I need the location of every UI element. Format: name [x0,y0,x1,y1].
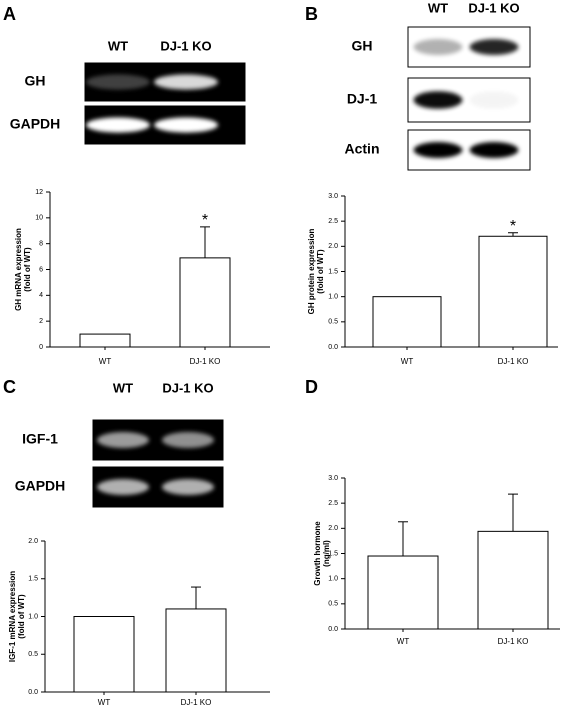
lane-label: DJ-1 KO [160,38,211,53]
panel-letter: B [305,4,318,24]
x-tick-label: WT [99,357,112,366]
y-axis-label: (ng/ml) [322,540,331,567]
significance-marker: * [202,212,208,229]
blot-row-label: GAPDH [15,478,66,494]
blot-band [469,91,519,109]
y-tick-label: 12 [35,189,43,196]
y-tick-label: 0.5 [28,651,38,658]
y-tick-label: 1.5 [328,550,338,557]
blot-band [413,39,463,55]
blot-band [97,432,149,448]
lane-label: DJ-1 KO [162,380,213,395]
y-tick-label: 2.0 [328,525,338,532]
y-tick-label: 0.5 [328,319,338,326]
blot-band [413,142,463,158]
bar [477,530,549,630]
y-axis-label: Growth hormone [313,521,322,586]
blot-band [469,142,519,158]
y-axis-label: (fold of WT) [17,594,26,639]
y-tick-label: 2 [39,318,43,325]
y-axis-label: (fold of WT) [316,249,325,294]
blot-band [162,432,214,448]
y-axis-label: GH protein expression [307,228,316,314]
bar [79,333,131,348]
blot-row-label: GAPDH [10,116,61,132]
x-tick-label: WT [397,637,410,646]
y-tick-label: 2.0 [28,538,38,545]
bar [165,608,227,693]
lane-label: DJ-1 KO [468,0,519,15]
bar [73,616,135,693]
y-tick-label: 0.0 [28,689,38,696]
y-tick-label: 1.0 [28,613,38,620]
blot-band [413,91,463,109]
x-tick-label: DJ-1 KO [498,637,529,646]
bar [478,235,548,348]
x-tick-label: DJ-1 KO [181,698,212,707]
blot-band [469,39,519,55]
blot-row-label: Actin [345,141,380,157]
y-tick-label: 1.0 [328,294,338,301]
y-tick-label: 3.0 [328,193,338,200]
error-bar [191,586,201,609]
blot-band [154,74,218,90]
y-tick-label: 0.0 [328,344,338,351]
y-axis-label: GH mRNA expression [14,228,23,311]
significance-marker: * [510,218,516,235]
x-tick-label: WT [98,698,111,707]
y-tick-label: 6 [39,266,43,273]
x-tick-label: DJ-1 KO [498,357,529,366]
y-tick-label: 0 [39,344,43,351]
x-tick-label: WT [401,357,414,366]
y-tick-label: 1.5 [28,576,38,583]
blot-band [86,117,150,133]
y-tick-label: 4 [39,292,43,299]
y-tick-label: 2.0 [328,243,338,250]
blot-band [97,479,149,495]
error-bar [508,232,518,237]
blot-row-label: DJ-1 [347,91,378,107]
error-bar [200,226,210,258]
blot-row-label: GH [25,73,46,89]
blot-band [162,479,214,495]
error-bar [398,521,408,557]
y-tick-label: 2.5 [328,218,338,225]
y-tick-label: 2.5 [328,500,338,507]
panel-letter: D [305,377,318,397]
lane-label: WT [108,38,128,53]
bar [179,257,231,348]
bar [367,555,439,630]
y-tick-label: 10 [35,215,43,222]
y-axis-label: IGF-1 mRNA expression [8,571,17,662]
y-tick-label: 3.0 [328,475,338,482]
y-tick-label: 1.5 [328,268,338,275]
error-bar [508,493,518,532]
blot-band [154,117,218,133]
blot-row-label: GH [352,38,373,54]
y-tick-label: 1.0 [328,576,338,583]
bar [372,296,442,348]
y-axis-label: (fold of WT) [23,247,32,292]
panel-letter: C [3,377,16,397]
lane-label: WT [113,380,133,395]
panel-letter: A [3,4,16,24]
y-tick-label: 0.5 [328,601,338,608]
blot-band [86,74,150,90]
x-tick-label: DJ-1 KO [190,357,221,366]
lane-label: WT [428,0,448,15]
y-tick-label: 8 [39,241,43,248]
y-tick-label: 0.0 [328,626,338,633]
blot-row-label: IGF-1 [22,431,58,447]
